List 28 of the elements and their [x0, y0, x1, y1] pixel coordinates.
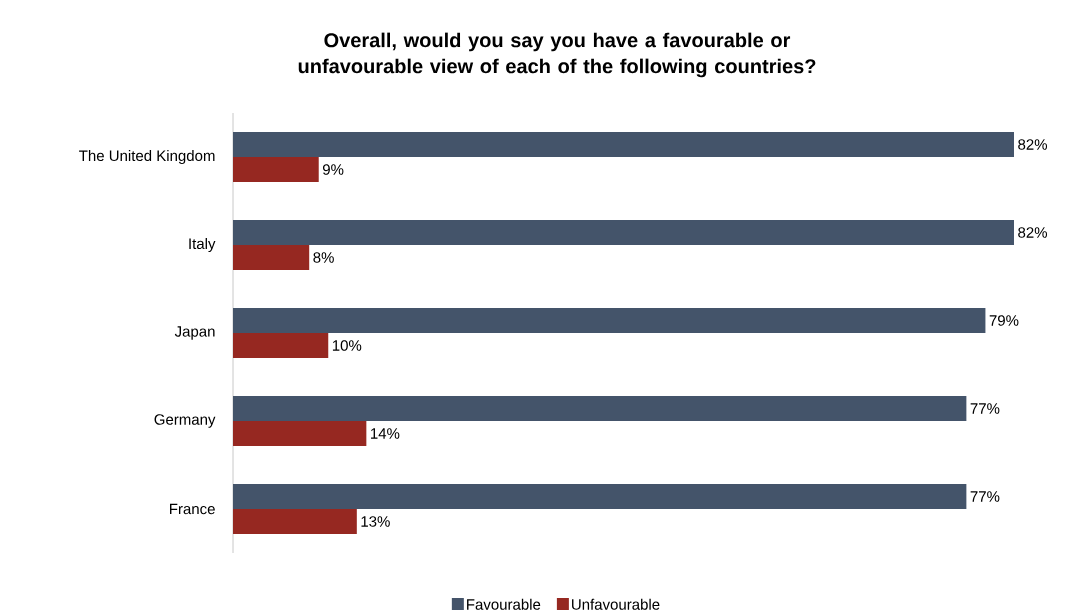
data-label: 10% [332, 340, 362, 351]
data-label: 14% [371, 428, 400, 439]
data-label: 77% [970, 491, 1000, 502]
bar [233, 131, 1014, 157]
y-tick-label: Japan [174, 326, 215, 340]
data-label: 79% [989, 315, 1019, 326]
legend-label: Favourable [467, 598, 541, 610]
legend-label: Unfavourable [572, 598, 660, 610]
data-label: 77% [970, 403, 1000, 414]
bar [233, 332, 329, 358]
y-tick-label: Germany [154, 414, 216, 428]
bar [233, 244, 310, 270]
bar [233, 420, 367, 446]
bar [233, 508, 357, 534]
bar [233, 395, 967, 421]
data-label: 9% [322, 164, 344, 175]
data-label: 82% [1018, 139, 1048, 150]
bar [233, 219, 1014, 245]
y-tick-label: France [170, 503, 215, 515]
data-label: 13% [361, 516, 390, 527]
y-tick-label: Italy [189, 237, 216, 252]
data-label: 8% [313, 252, 334, 263]
bar [233, 156, 319, 182]
data-label: 82% [1018, 227, 1048, 238]
bar [233, 483, 967, 509]
chart-title: Overall, would you say you have a favourable or unfavourable view of each of the following countries? [298, 32, 816, 78]
y-tick-label: The United Kingdom [79, 149, 215, 164]
bar [233, 307, 986, 333]
